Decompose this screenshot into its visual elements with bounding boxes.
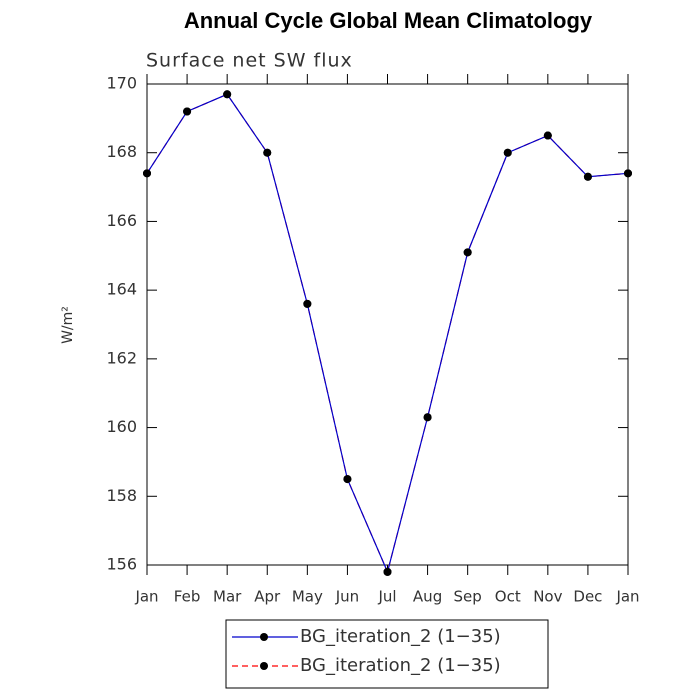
y-tick-label: 170: [106, 74, 137, 93]
x-tick-label: Apr: [254, 588, 281, 606]
chart-title: Annual Cycle Global Mean Climatology: [184, 8, 593, 33]
data-line: [146, 93, 629, 574]
y-tick-label: 164: [106, 280, 137, 299]
y-tick-label: 166: [106, 211, 137, 230]
data-point: [303, 299, 312, 308]
data-point: [223, 90, 232, 99]
legend-label: BG_iteration_2 (1−35): [300, 655, 501, 676]
y-tick-label: 160: [106, 417, 137, 436]
x-tick-label: Dec: [573, 588, 602, 606]
legend-marker: [260, 662, 268, 670]
legend-marker: [260, 633, 268, 641]
x-tick-label: Sep: [454, 588, 482, 606]
plot-frame: [146, 83, 629, 566]
x-tick-label: Feb: [174, 588, 201, 606]
x-tick-label: Jan: [615, 588, 639, 606]
data-point: [183, 107, 192, 116]
legend-box: [225, 619, 549, 689]
data-point: [503, 148, 512, 157]
x-tick-label: Aug: [413, 588, 442, 606]
data-point: [343, 475, 352, 484]
x-tick-label: Nov: [533, 588, 562, 606]
y-tick-label: 168: [106, 142, 137, 161]
data-point: [143, 169, 151, 178]
x-tick-label: Jan: [134, 588, 158, 606]
y-axis-label: W/m²: [60, 306, 76, 344]
chart-subtitle: Surface net SW flux: [146, 50, 353, 72]
data-point: [423, 413, 432, 422]
x-tick-label: Jun: [335, 588, 359, 606]
data-point: [624, 169, 632, 178]
data-line: [146, 93, 629, 574]
x-tick-label: May: [292, 588, 323, 606]
data-point: [583, 172, 592, 181]
y-tick-label: 156: [106, 555, 137, 574]
data-point: [383, 567, 392, 576]
x-tick-label: Jul: [377, 588, 396, 606]
data-point: [463, 248, 472, 257]
legend-label: BG_iteration_2 (1−35): [300, 626, 501, 647]
y-tick-label: 158: [106, 486, 137, 505]
x-tick-label: Mar: [213, 588, 242, 606]
data-point: [263, 148, 272, 157]
x-tick-label: Oct: [495, 588, 521, 606]
data-point: [543, 131, 552, 140]
y-tick-label: 162: [106, 348, 137, 367]
